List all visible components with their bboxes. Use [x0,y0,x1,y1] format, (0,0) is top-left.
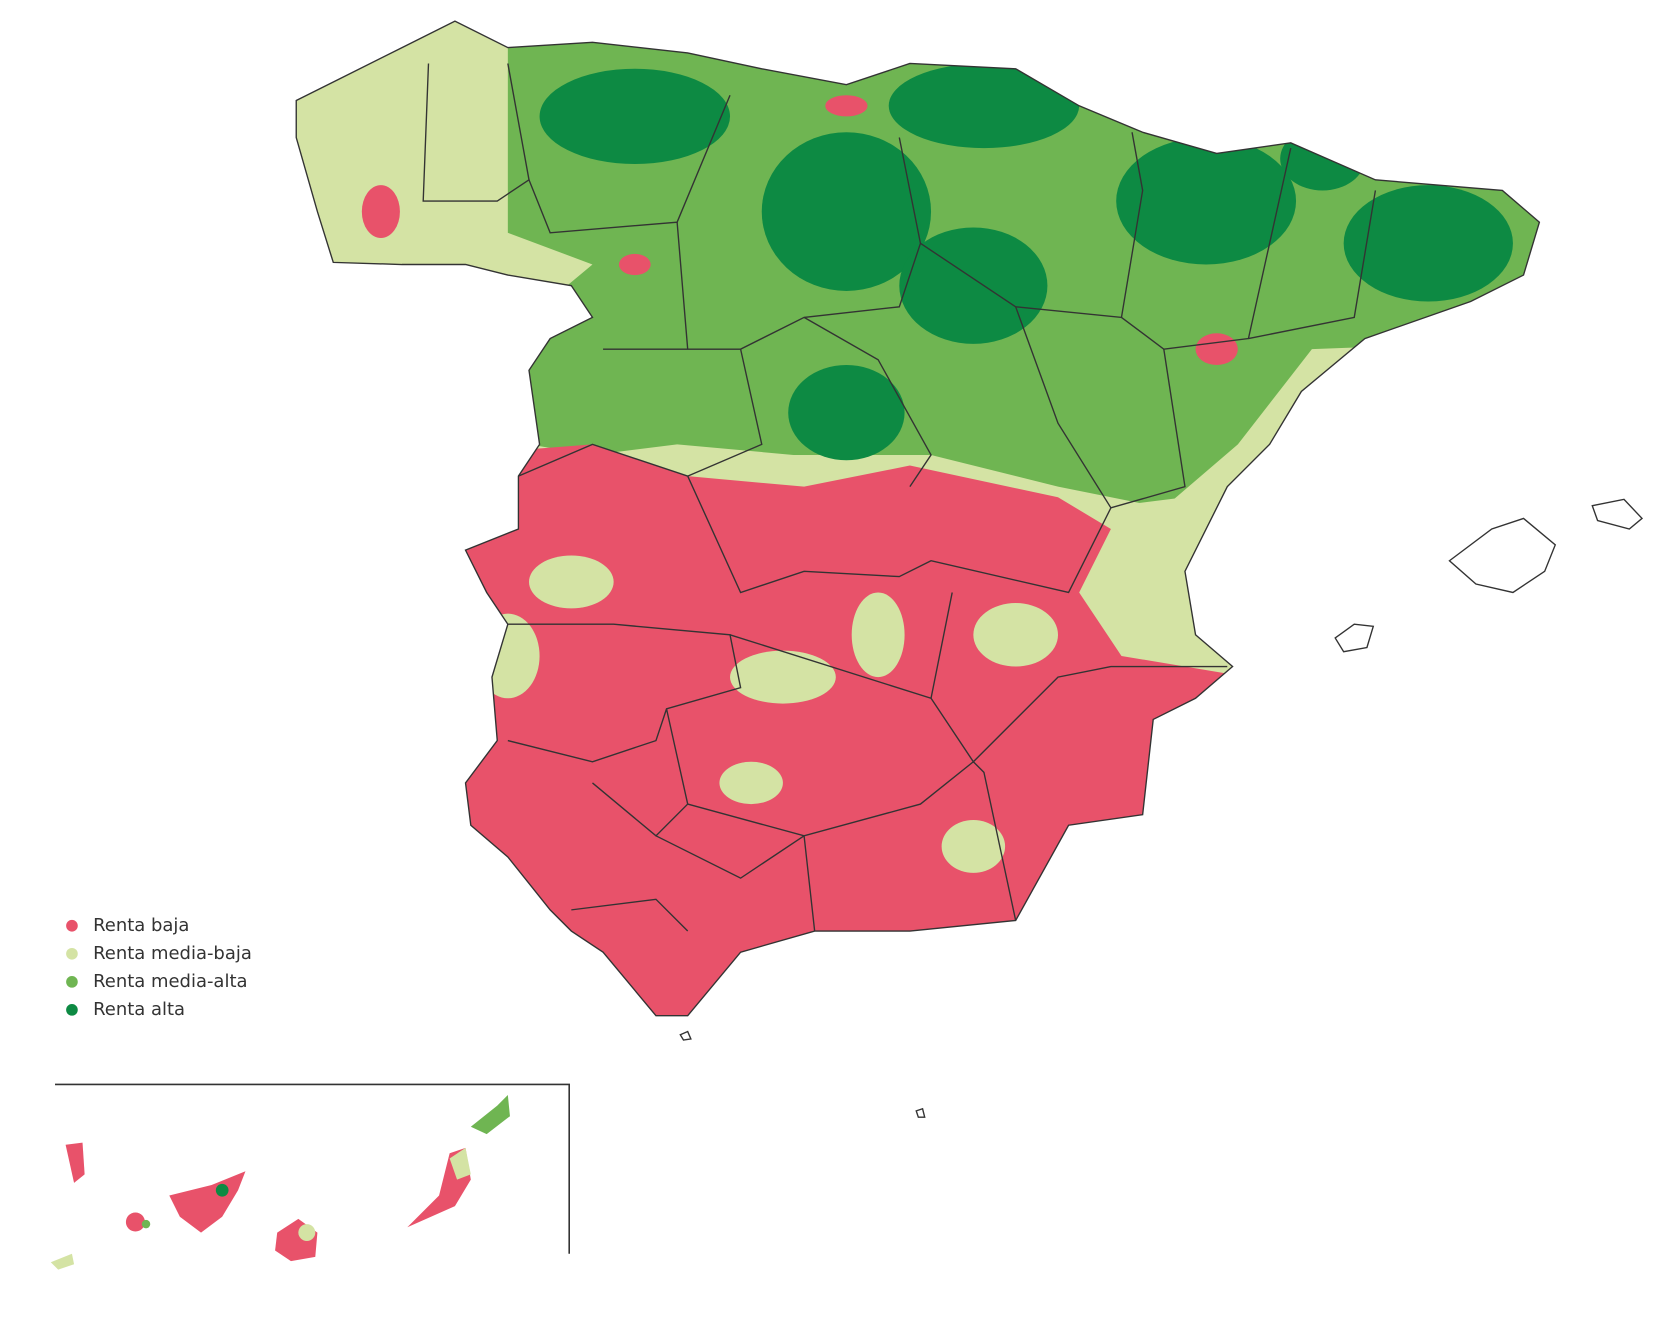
legend: Renta baja Renta media-baja Renta media-al… [66,915,252,1020]
map-shape [603,137,922,350]
inset-frame [55,1083,570,1254]
peninsula [296,21,1540,1016]
map-shape [422,63,530,202]
map-shape [592,708,1017,921]
map-shape [687,316,932,488]
income-zone [529,555,614,609]
map-shape [518,443,1112,594]
income-zone [941,819,1006,873]
income-zone [298,1224,316,1242]
income-zone [275,1218,318,1262]
income-zone [618,253,651,276]
income-zone [788,365,905,461]
income-zone [449,1147,471,1180]
income-zone [215,1183,229,1197]
income-zone [1334,623,1375,653]
legend-label: Renta media-alta [93,971,247,992]
income-zone [1448,517,1557,594]
income-zone [973,603,1058,667]
income-zone [1195,333,1238,366]
legend-swatch [66,1004,78,1016]
income-zone [50,1253,75,1270]
zone-media-baja [1100,497,1207,656]
legend-swatch [66,919,78,932]
income-zone [65,1142,85,1183]
legend-label: Renta alta [93,999,185,1020]
income-zone [1116,137,1297,265]
coastline [295,20,1541,1017]
map-shape [507,623,742,763]
income-zone [899,227,1048,344]
province-borders [422,63,1377,932]
income-zone [539,68,731,164]
income-zone [1343,185,1513,302]
balearic-islands [1334,498,1644,653]
income-zone [719,761,783,805]
income-zone [125,1212,145,1232]
map-layer: Renta baja Renta media-baja Renta media-al… [50,20,1644,1270]
zone-media-baja-patches [476,555,1058,873]
zone-alta [539,63,1513,461]
map-shape [729,592,1228,763]
zone-baja-patches [361,95,1238,366]
income-zone [361,185,400,239]
income-zone [169,1171,246,1233]
map-shape [1121,147,1377,350]
income-zone [851,592,905,678]
map-shape [915,1107,926,1118]
canary-islands [50,1030,926,1270]
income-zone [1591,498,1644,530]
income-zone [730,650,836,704]
income-zone [1280,126,1365,191]
legend-swatch [66,976,78,988]
map-shape [571,835,816,932]
map-shape [679,1030,692,1041]
income-zone [470,1095,510,1135]
income-zone [761,132,932,291]
income-zone [888,63,1080,149]
income-zone [141,1219,151,1229]
legend-label: Renta baja [93,915,189,936]
legend-swatch [66,947,78,960]
income-zone [825,95,868,117]
map-shape [528,94,731,234]
legend-label: Renta media-baja [93,943,252,964]
